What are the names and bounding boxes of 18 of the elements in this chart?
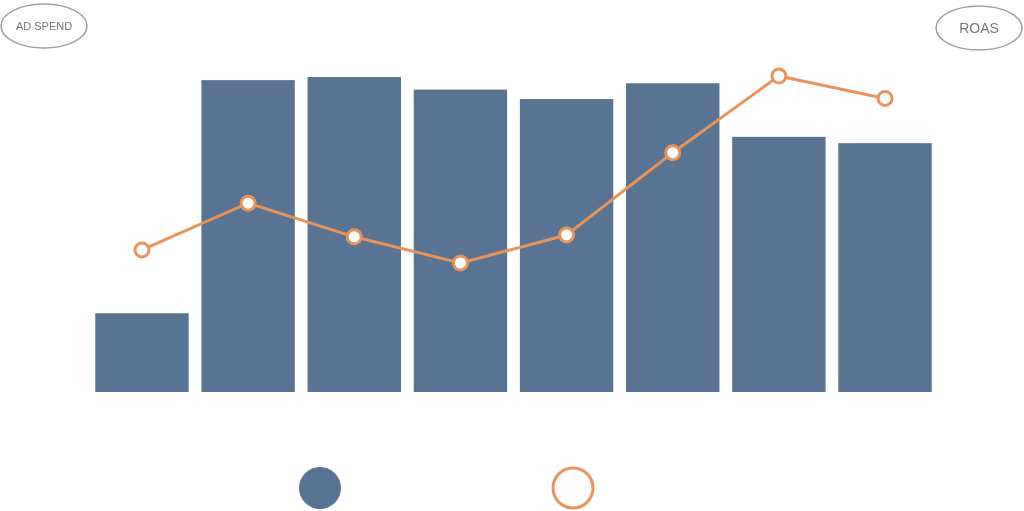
y-axis-title: AD SPEND xyxy=(15,19,73,32)
point xyxy=(664,144,682,162)
point xyxy=(558,226,576,244)
point xyxy=(345,228,363,246)
y-axis-title: ROAS xyxy=(959,20,999,37)
bar xyxy=(95,313,189,392)
bar xyxy=(413,89,508,392)
bar xyxy=(307,77,401,392)
bar xyxy=(201,80,295,392)
point xyxy=(451,254,469,272)
point xyxy=(876,89,894,107)
bar xyxy=(626,83,720,392)
point xyxy=(770,67,788,85)
bar xyxy=(732,136,826,392)
bar xyxy=(519,99,614,392)
point xyxy=(133,241,151,259)
point xyxy=(239,194,257,212)
bar xyxy=(838,143,932,392)
